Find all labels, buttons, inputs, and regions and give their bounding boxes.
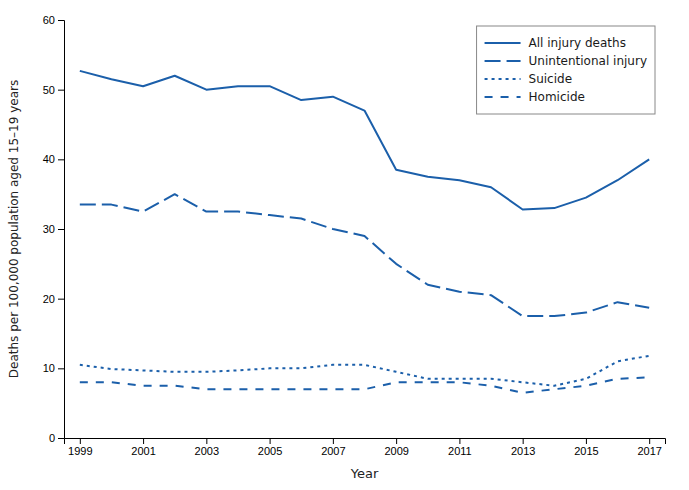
x-tick-mark [523,438,524,444]
legend-label: Homicide [529,90,585,104]
y-tick: 50 [43,84,64,96]
x-tick: 2015 [574,438,598,457]
y-tick-mark [58,90,64,91]
x-tick-mark [333,438,334,444]
x-tick-mark [459,438,460,444]
x-tick-mark [586,438,587,444]
x-tick-label: 2007 [321,445,345,457]
x-tick-mark [270,438,271,444]
x-tick-mark [396,438,397,444]
y-tick-label: 60 [43,14,55,26]
x-tick-mark [143,438,144,444]
x-axis: 1999 2001 2003 2005 2007 2009 2011 2013 2015 2017 [65,438,666,457]
legend-label: Unintentional injury [529,54,647,68]
y-tick: 20 [43,293,64,305]
y-tick-label: 0 [49,432,55,444]
x-tick-label: 2015 [574,445,598,457]
series-line [80,356,649,386]
x-tick: 2011 [448,438,472,457]
y-tick-mark [58,438,64,439]
y-tick-label: 10 [43,362,55,374]
legend-label: Suicide [529,72,573,86]
series-line [80,194,649,316]
x-tick-mark [80,438,81,444]
x-tick-label: 2017 [637,445,661,457]
y-axis: 0 10 20 30 40 50 60 [43,14,65,444]
y-tick: 40 [43,153,64,165]
y-axis-title: Deaths per 100,000 population aged 15–19… [7,80,21,378]
x-tick: 2013 [511,438,535,457]
series-line [80,377,649,392]
legend-box [477,26,655,114]
legend-swatch [485,42,521,44]
y-tick-mark [58,159,64,160]
y-tick: 10 [43,362,64,374]
x-tick: 2003 [195,438,219,457]
x-tick: 2009 [384,438,408,457]
y-tick: 30 [43,223,64,235]
x-tick: 1999 [68,438,92,457]
x-tick: 2017 [637,438,661,457]
x-tick-label: 2013 [511,445,535,457]
y-tick-label: 30 [43,223,55,235]
legend-swatch [485,60,521,62]
x-tick-label: 2009 [384,445,408,457]
x-axis-title: Year [350,466,379,481]
x-tick: 2001 [131,438,155,457]
legend-label: All injury deaths [529,36,626,50]
y-tick: 0 [49,432,64,444]
y-tick-mark [58,20,64,21]
x-tick-label: 2011 [448,445,472,457]
y-tick-label: 50 [43,84,55,96]
y-tick-mark [58,299,64,300]
y-tick: 60 [43,14,64,26]
legend: All injury deaths Unintentional injury Sui… [477,26,655,114]
chart: 1999 2001 2003 2005 2007 2009 2011 2013 2015 2017… [0,0,689,490]
x-tick-label: 1999 [68,445,92,457]
x-tick: 2005 [258,438,282,457]
y-tick-label: 40 [43,153,55,165]
series-line [80,71,649,210]
x-tick-mark [649,438,650,444]
x-tick-label: 2003 [195,445,219,457]
x-tick: 2007 [321,438,345,457]
y-tick-mark [58,229,64,230]
legend-swatch [485,96,521,98]
lines [80,71,649,393]
y-axis-line [58,21,65,439]
x-tick-label: 2005 [258,445,282,457]
y-tick-mark [58,368,64,369]
plot-area: 1999 2001 2003 2005 2007 2009 2011 2013 2015 2017… [43,14,666,457]
legend-swatch [485,78,521,80]
x-axis-line [65,439,666,445]
x-tick-label: 2001 [131,445,155,457]
x-tick-mark [206,438,207,444]
y-tick-label: 20 [43,293,55,305]
